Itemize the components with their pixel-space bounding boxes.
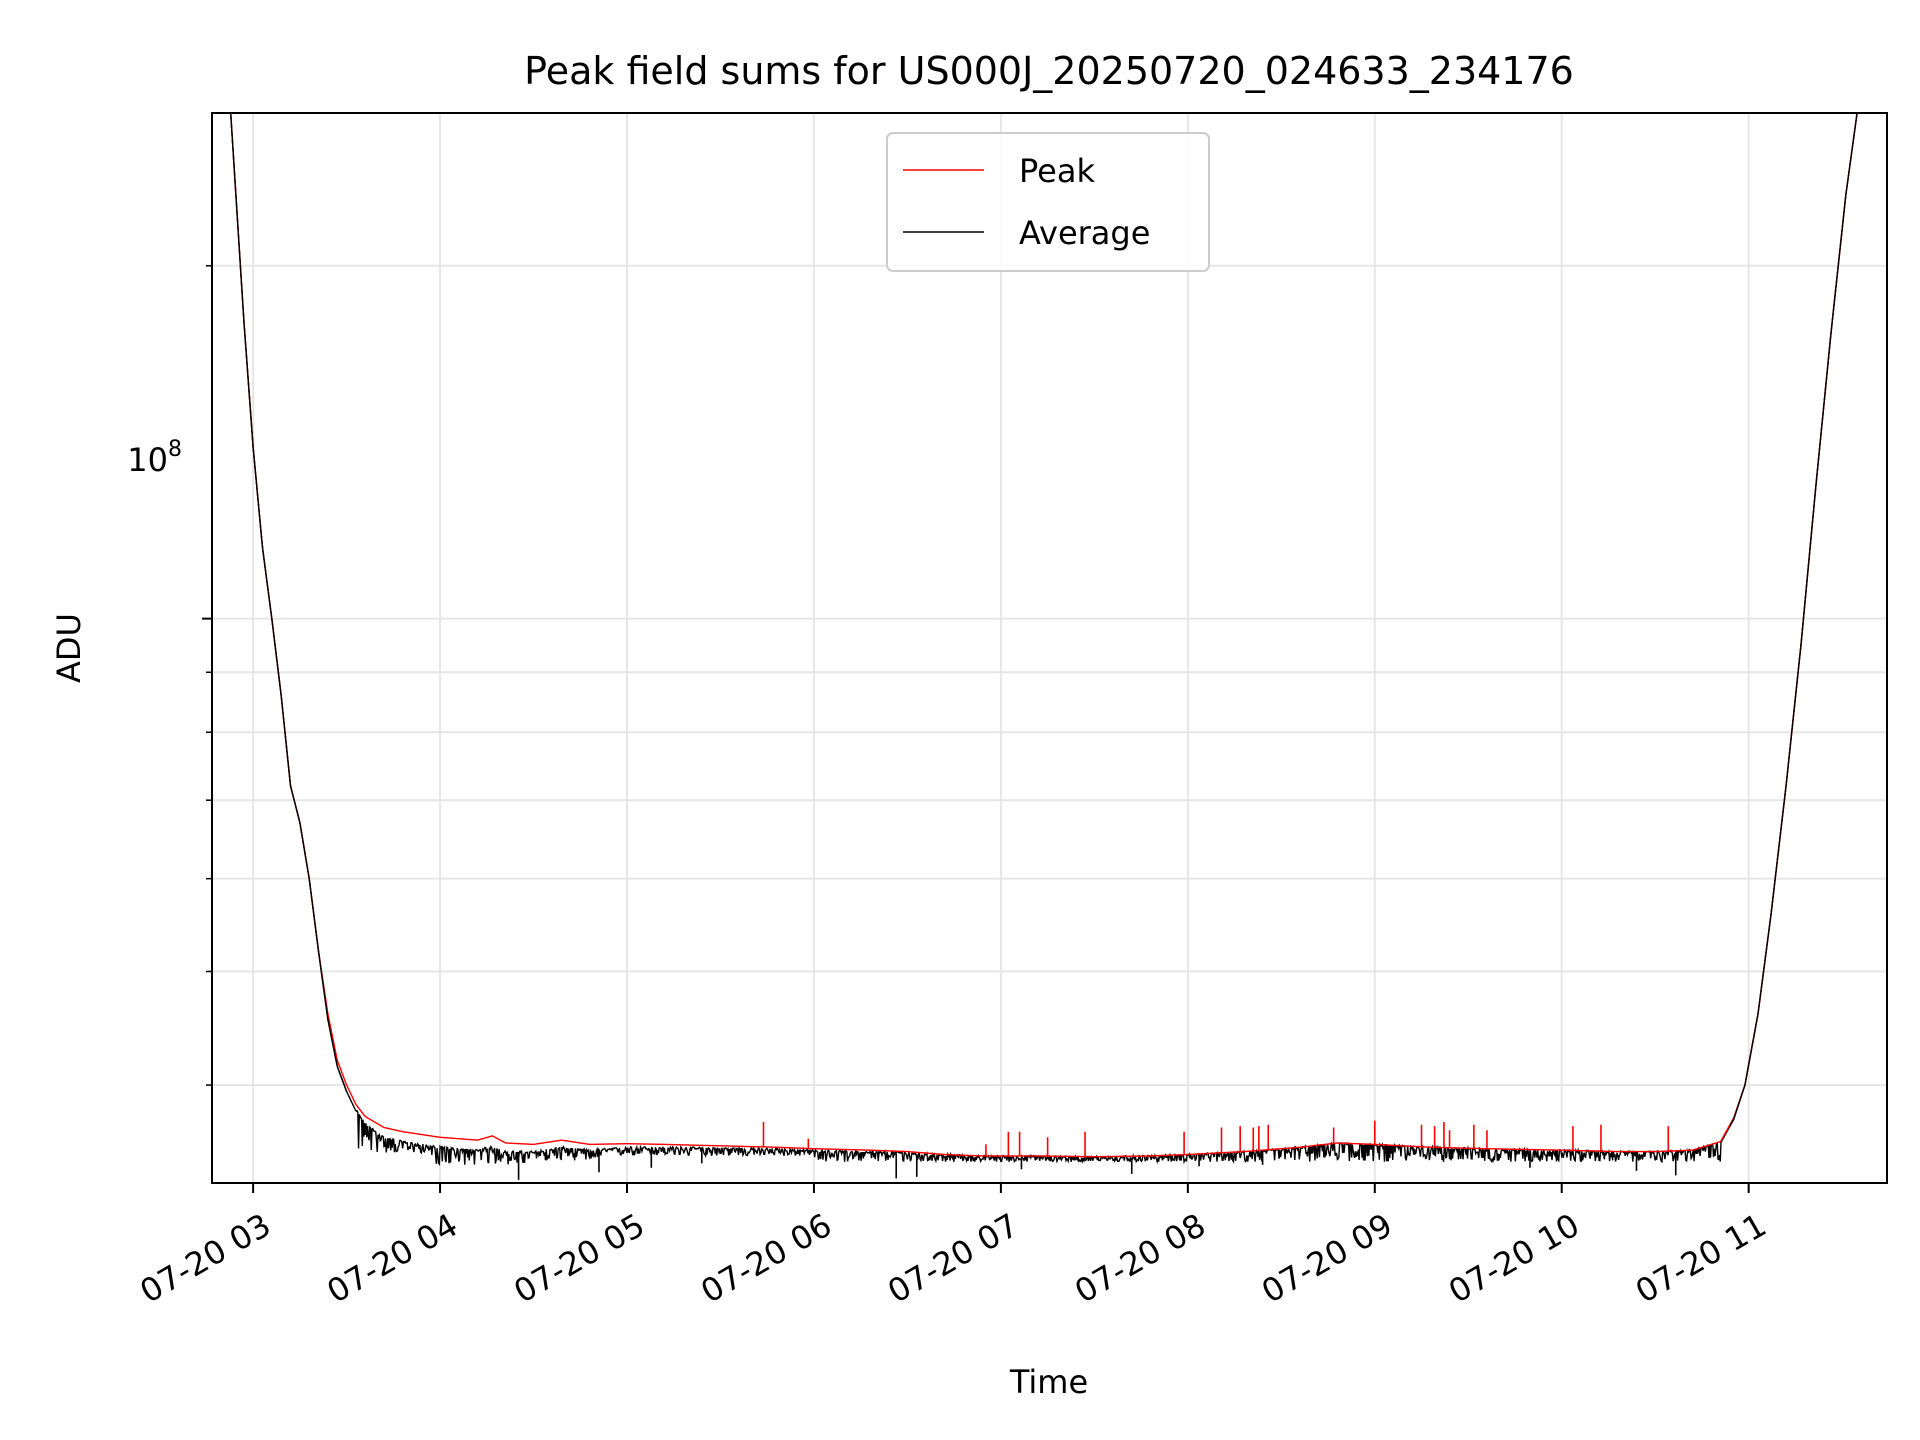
plot-series bbox=[212, 113, 1887, 1180]
legend-box bbox=[886, 132, 1210, 272]
y-axis-ticks: 108 bbox=[127, 265, 212, 1086]
x-tick-label: 07-20 07 bbox=[881, 1206, 1025, 1311]
grid bbox=[212, 113, 1887, 1183]
average-left-edge bbox=[212, 113, 348, 1092]
legend-label-average: Average bbox=[1019, 214, 1150, 252]
x-tick-label: 07-20 08 bbox=[1068, 1206, 1212, 1311]
x-axis-ticks: 07-20 03 07-20 04 07-20 05 07-20 06 07-20 07… bbox=[134, 1183, 1773, 1311]
legend-label-peak: Peak bbox=[1019, 152, 1095, 190]
legend: Peak Average bbox=[886, 132, 1210, 272]
y-tick-label-10e8: 108 bbox=[127, 437, 182, 479]
x-tick-label: 07-20 10 bbox=[1442, 1206, 1586, 1311]
chart-title: Peak field sums for US000J_20250720_0246… bbox=[524, 49, 1574, 93]
series-peak bbox=[212, 113, 1887, 1158]
series-peak-line bbox=[212, 113, 1887, 1158]
x-tick-label: 07-20 04 bbox=[320, 1206, 464, 1311]
series-average bbox=[212, 113, 1887, 1180]
x-tick-label: 07-20 05 bbox=[507, 1206, 651, 1311]
x-tick-label: 07-20 06 bbox=[694, 1206, 838, 1311]
series-average-edges bbox=[212, 113, 1887, 1127]
x-axis-label: Time bbox=[1009, 1363, 1088, 1401]
average-right-edge bbox=[1729, 113, 1887, 1127]
x-tick-label: 07-20 03 bbox=[134, 1206, 278, 1311]
y-axis-label: ADU bbox=[50, 613, 88, 683]
plot-area-frame bbox=[211, 112, 1888, 1184]
x-tick-label: 07-20 09 bbox=[1255, 1206, 1399, 1311]
x-tick-label: 07-20 11 bbox=[1629, 1206, 1773, 1311]
